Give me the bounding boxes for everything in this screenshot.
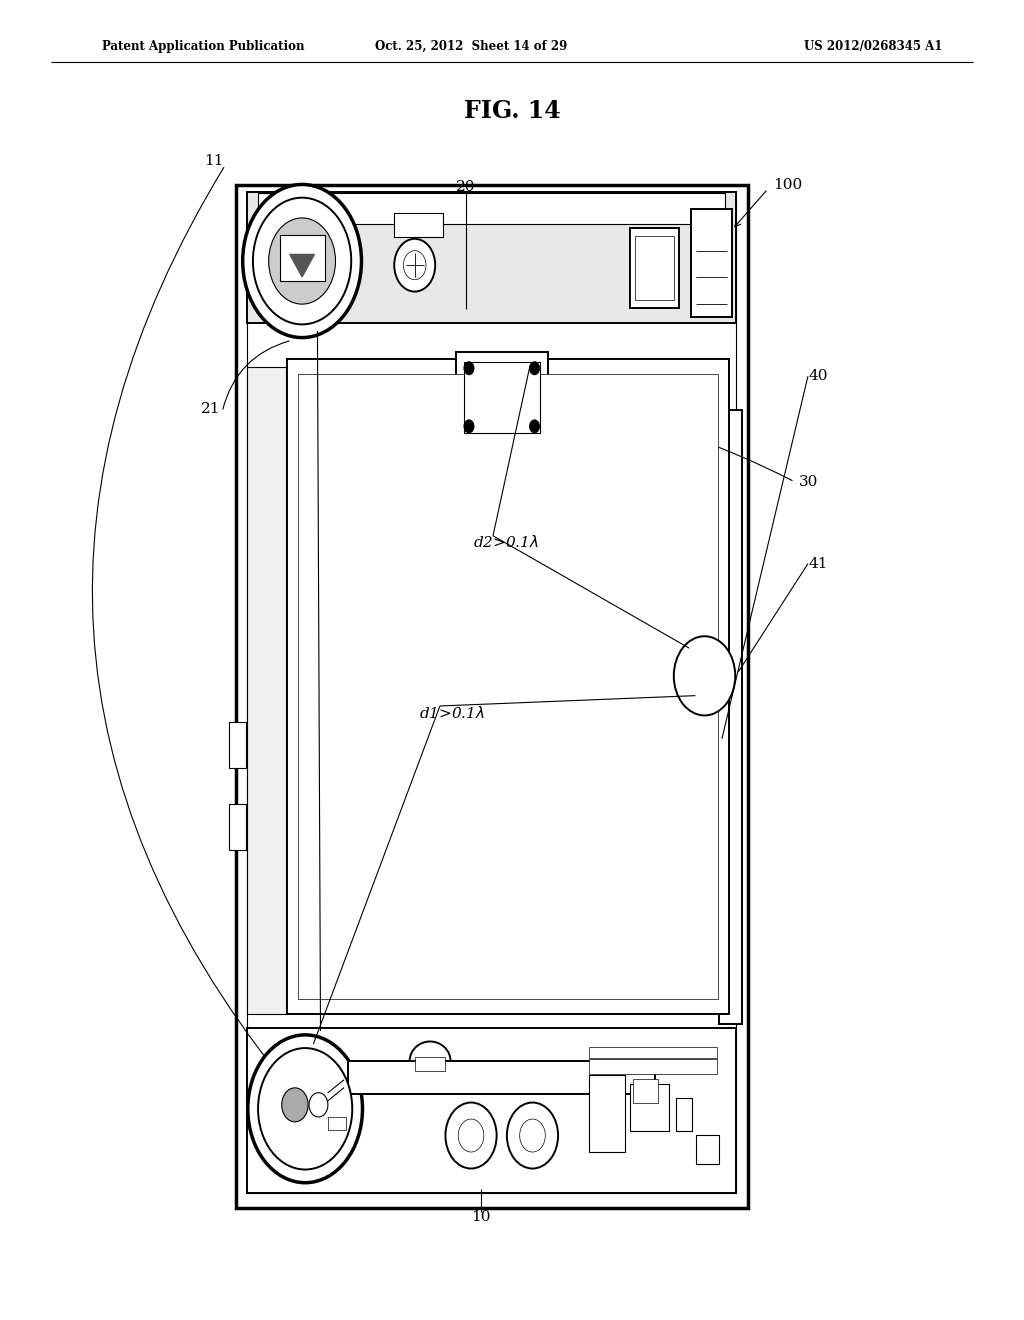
Text: 20: 20 <box>456 181 476 194</box>
Circle shape <box>520 1119 545 1152</box>
Bar <box>676 1098 692 1130</box>
Bar <box>247 730 261 763</box>
Circle shape <box>403 251 426 280</box>
Bar <box>696 1135 719 1164</box>
Circle shape <box>258 1048 352 1170</box>
Bar <box>236 185 748 1208</box>
Circle shape <box>309 1093 328 1117</box>
Text: 100: 100 <box>773 178 803 191</box>
Bar <box>247 1028 736 1193</box>
Text: 40: 40 <box>809 370 828 383</box>
Text: FIG. 14: FIG. 14 <box>464 99 560 123</box>
Bar <box>247 199 736 1193</box>
Circle shape <box>394 239 435 292</box>
Text: Patent Application Publication: Patent Application Publication <box>102 40 305 53</box>
Text: 21: 21 <box>201 403 220 416</box>
Bar <box>229 722 246 768</box>
Bar <box>589 1059 717 1074</box>
Text: 10: 10 <box>471 1210 492 1224</box>
Circle shape <box>445 1102 497 1168</box>
Circle shape <box>529 362 540 375</box>
Polygon shape <box>290 255 314 277</box>
Bar <box>247 812 261 845</box>
Circle shape <box>507 1102 558 1168</box>
Circle shape <box>282 1088 308 1122</box>
Text: d1>0.1$\lambda$: d1>0.1$\lambda$ <box>420 705 485 721</box>
Bar <box>394 213 443 236</box>
Bar <box>348 1061 655 1094</box>
Bar <box>280 235 325 281</box>
Bar <box>691 209 732 317</box>
Bar <box>229 804 246 850</box>
Circle shape <box>268 218 336 304</box>
Bar <box>461 474 486 492</box>
Text: 41: 41 <box>809 557 828 570</box>
Circle shape <box>459 1119 484 1152</box>
Bar <box>635 236 674 300</box>
Bar <box>328 1117 346 1130</box>
Bar <box>633 1078 658 1102</box>
Bar <box>719 409 742 1024</box>
Text: 30: 30 <box>799 475 818 488</box>
Bar <box>630 1085 669 1130</box>
Bar <box>258 193 725 223</box>
Text: 11: 11 <box>204 154 223 168</box>
Bar <box>461 447 543 469</box>
Circle shape <box>464 420 474 433</box>
Bar <box>464 362 540 433</box>
Text: Oct. 25, 2012  Sheet 14 of 29: Oct. 25, 2012 Sheet 14 of 29 <box>375 40 567 53</box>
Circle shape <box>529 420 540 433</box>
Circle shape <box>253 198 351 325</box>
Bar <box>287 359 729 1014</box>
Bar <box>247 191 736 323</box>
Circle shape <box>464 362 474 375</box>
Circle shape <box>243 185 361 338</box>
Circle shape <box>248 1035 362 1183</box>
Text: d2>0.1$\lambda$: d2>0.1$\lambda$ <box>472 535 539 550</box>
Bar <box>415 1057 445 1071</box>
Text: US 2012/0268345 A1: US 2012/0268345 A1 <box>804 40 942 53</box>
Bar <box>247 367 286 1014</box>
Circle shape <box>674 636 735 715</box>
Bar <box>456 352 548 442</box>
Bar <box>589 1076 625 1152</box>
Bar <box>298 374 718 999</box>
Bar <box>589 1048 717 1059</box>
Bar <box>630 228 679 308</box>
